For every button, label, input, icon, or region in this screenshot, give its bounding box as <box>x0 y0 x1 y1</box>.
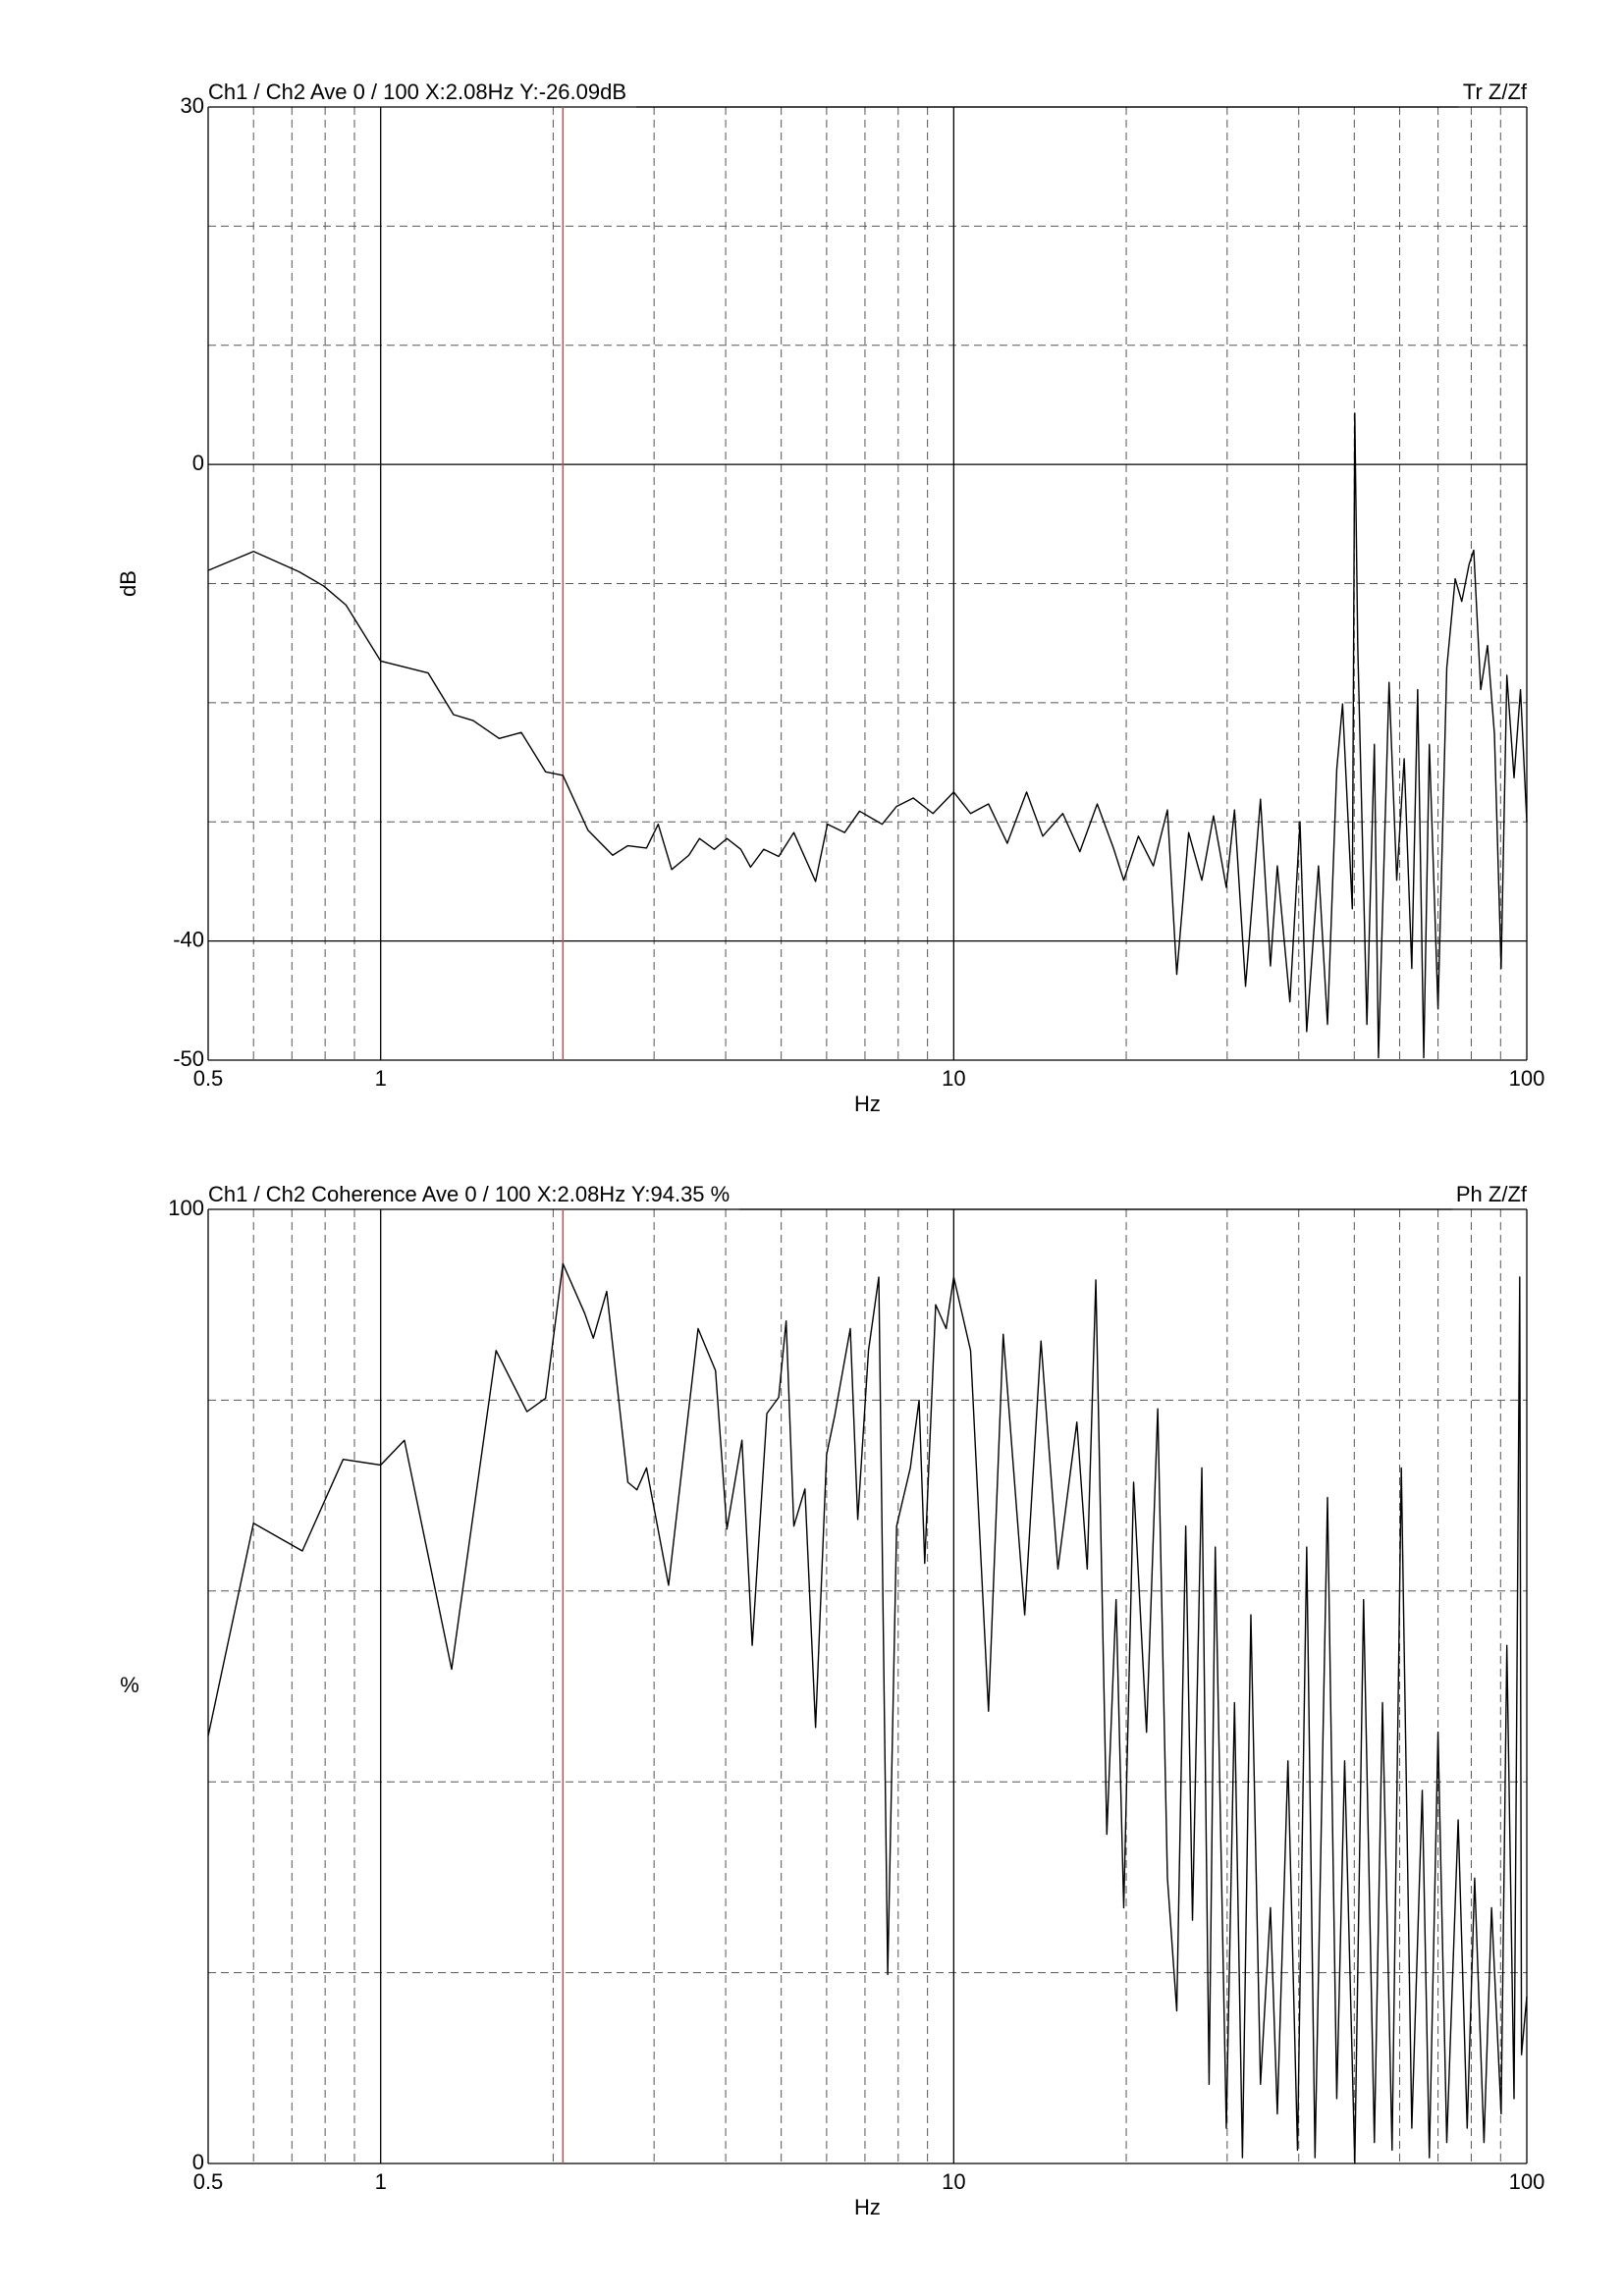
chart-title: Ch1 / Ch2 Coherence Ave 0 / 100 X:2.08Hz… <box>208 1182 730 1206</box>
x-axis-label: Hz <box>854 1092 881 1116</box>
y-axis-label: % <box>120 1673 139 1697</box>
x-tick-label: 10 <box>942 2169 965 2194</box>
chart-annotation: Tr Z/Zf <box>1463 80 1528 104</box>
y-tick-label: -40 <box>173 927 204 951</box>
x-tick-label: 10 <box>942 1066 965 1091</box>
x-axis-label: Hz <box>854 2195 881 2219</box>
y-axis-label: dB <box>116 570 140 597</box>
x-tick-label: 100 <box>1509 2169 1545 2194</box>
x-tick-label: 1 <box>375 1066 387 1091</box>
chart-title: Ch1 / Ch2 Ave 0 / 100 X:2.08Hz Y:-26.09d… <box>208 80 626 104</box>
x-tick-label: 0.5 <box>193 1066 224 1091</box>
y-tick-label: 30 <box>181 93 204 118</box>
x-tick-label: 1 <box>375 2169 387 2194</box>
chart-annotation: Ph Z/Zf <box>1456 1182 1528 1206</box>
data-line <box>207 1262 1528 2164</box>
y-tick-label: 100 <box>168 1196 204 1220</box>
x-tick-label: 100 <box>1509 1066 1545 1091</box>
y-tick-label: -50 <box>173 1046 204 1071</box>
data-line <box>207 412 1528 1059</box>
y-tick-label: 0 <box>192 451 204 475</box>
x-tick-label: 0.5 <box>193 2169 224 2194</box>
y-tick-label: 0 <box>192 2150 204 2174</box>
